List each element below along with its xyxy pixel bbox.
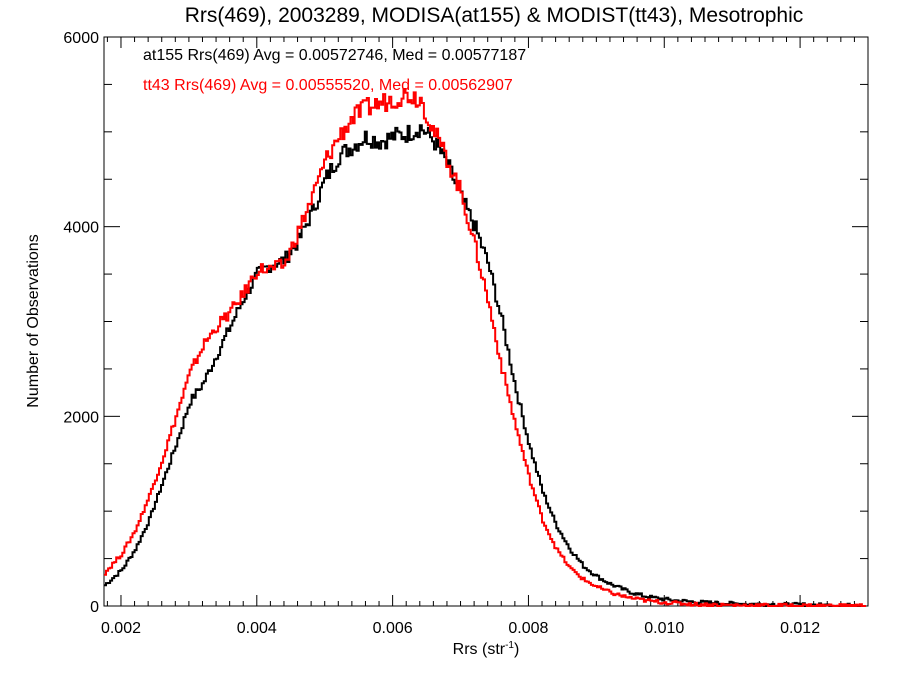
y-tick-label: 0: [90, 599, 99, 616]
y-tick-label: 4000: [63, 220, 99, 237]
x-tick-label: 0.010: [644, 620, 684, 637]
series-line-at155: [104, 124, 866, 607]
y-tick-label: 6000: [63, 30, 99, 47]
y-tick-label: 2000: [63, 409, 99, 426]
y-axis-label: Number of Observations: [25, 234, 42, 407]
x-axis-label: Rrs (str-1): [453, 640, 520, 658]
x-tick-label: 0.002: [101, 620, 141, 637]
x-tick-label: 0.012: [780, 620, 820, 637]
legend-entry-tt43: tt43 Rrs(469) Avg = 0.00555520, Med = 0.…: [143, 77, 513, 94]
plot-frame: [103, 36, 869, 607]
legend-entry-at155: at155 Rrs(469) Avg = 0.00572746, Med = 0…: [143, 47, 526, 64]
x-tick-label: 0.008: [508, 620, 548, 637]
series-layer: [104, 88, 866, 607]
series-line-tt43: [104, 88, 866, 607]
chart-title: Rrs(469), 2003289, MODISA(at155) & MODIS…: [185, 4, 804, 27]
x-tick-label: 0.006: [373, 620, 413, 637]
x-tick-label: 0.004: [237, 620, 277, 637]
axis-ticks: 0.002 0.004 0.006 0.008 0.010 0.012 0 2000 4000 6…: [63, 30, 868, 637]
